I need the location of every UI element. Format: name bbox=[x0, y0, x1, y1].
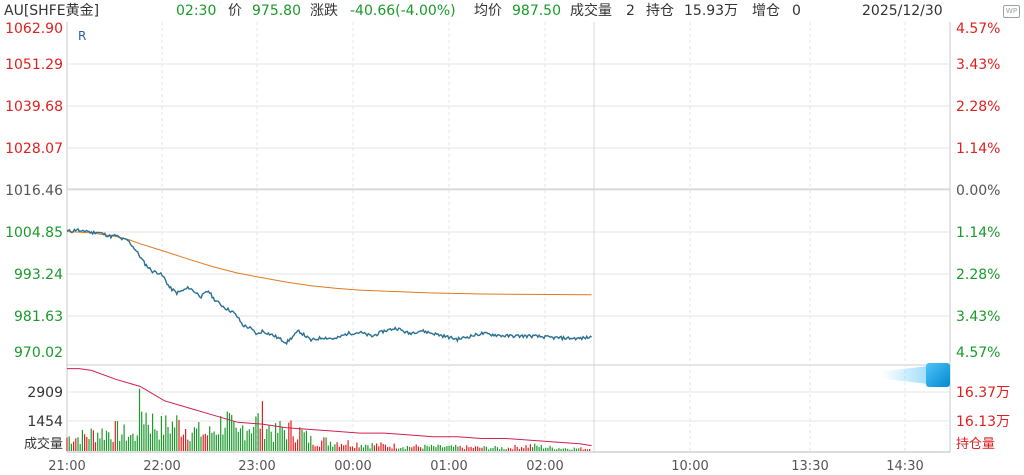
percent-tick-label: 3.43% bbox=[956, 57, 1000, 73]
price-tick-label: 993.24 bbox=[14, 267, 63, 283]
percent-tick-label: 2.28% bbox=[956, 99, 1000, 115]
price-tick-label: 970.02 bbox=[14, 345, 63, 361]
oi-axis-title: 持仓量 bbox=[956, 437, 995, 452]
price-line bbox=[66, 227, 592, 346]
volume-tick-label: 2909 bbox=[27, 385, 63, 401]
price-tick-label: 1039.68 bbox=[5, 99, 63, 115]
oi-tick-label: 16.37万 bbox=[956, 385, 1010, 401]
time-tick-label: 22:00 bbox=[143, 459, 180, 474]
time-tick-label: 01:00 bbox=[430, 459, 467, 474]
badge-trail bbox=[882, 366, 928, 384]
oi-label: 持仓 bbox=[646, 3, 674, 19]
average-price-line bbox=[66, 231, 592, 296]
symbol-label[interactable]: AU[SHFE黄金] bbox=[4, 3, 100, 19]
oi-value: 15.93万 bbox=[684, 3, 739, 19]
date-label: 2025/12/30 bbox=[862, 3, 943, 19]
volume-value: 2 bbox=[626, 3, 635, 19]
volume-axis-title: 成交量 bbox=[24, 436, 63, 452]
time-tick-label: 00:00 bbox=[334, 459, 371, 474]
open-interest-line bbox=[67, 368, 592, 447]
time-label: 02:30 bbox=[176, 3, 217, 19]
change-label: 涨跌 bbox=[310, 3, 338, 19]
oi-tick-label: 16.13万 bbox=[956, 414, 1010, 430]
time-tick-label: 02:00 bbox=[526, 459, 563, 474]
time-tick-label: 14:30 bbox=[886, 459, 923, 474]
percent-tick-label: 2.28% bbox=[956, 267, 1000, 283]
time-tick-label: 21:00 bbox=[48, 459, 85, 474]
percent-tick-label: 1.14% bbox=[956, 225, 1000, 241]
percent-tick-label: 3.43% bbox=[956, 309, 1000, 325]
time-tick-label: 10:00 bbox=[671, 459, 708, 474]
volume-tick-label: 1454 bbox=[27, 414, 63, 430]
price-tick-label: 1004.85 bbox=[5, 225, 63, 241]
oi-change-label: 增仓 bbox=[752, 3, 780, 19]
oi-change-value: 0 bbox=[792, 3, 801, 19]
price-tick-label: 1016.46 bbox=[5, 183, 63, 199]
float-widget-icon[interactable] bbox=[926, 363, 950, 387]
price-value: 975.80 bbox=[252, 3, 301, 19]
price-label: 价 bbox=[228, 3, 242, 19]
volume-label: 成交量 bbox=[570, 3, 612, 19]
percent-tick-label: 0.00% bbox=[956, 183, 1000, 199]
quote-header: AU[SHFE黄金] 02:30 价 975.80 涨跌 -40.66(-4.0… bbox=[0, 0, 1024, 22]
change-value: -40.66(-4.00%) bbox=[350, 3, 456, 19]
avg-value: 987.50 bbox=[512, 3, 561, 19]
time-tick-label: 23:00 bbox=[238, 459, 275, 474]
price-tick-label: 981.63 bbox=[14, 309, 63, 325]
wp-icon[interactable]: WP bbox=[1003, 5, 1020, 18]
percent-tick-label: 1.14% bbox=[956, 141, 1000, 157]
price-tick-label: 1062.90 bbox=[5, 21, 63, 37]
price-tick-label: 1051.29 bbox=[5, 57, 63, 73]
percent-tick-label: 4.57% bbox=[956, 345, 1000, 361]
avg-label: 均价 bbox=[474, 3, 502, 19]
percent-tick-label: 4.57% bbox=[956, 21, 1000, 37]
price-tick-label: 1028.07 bbox=[5, 141, 63, 157]
time-tick-label: 13:30 bbox=[791, 459, 828, 474]
r-marker: R bbox=[78, 29, 86, 43]
